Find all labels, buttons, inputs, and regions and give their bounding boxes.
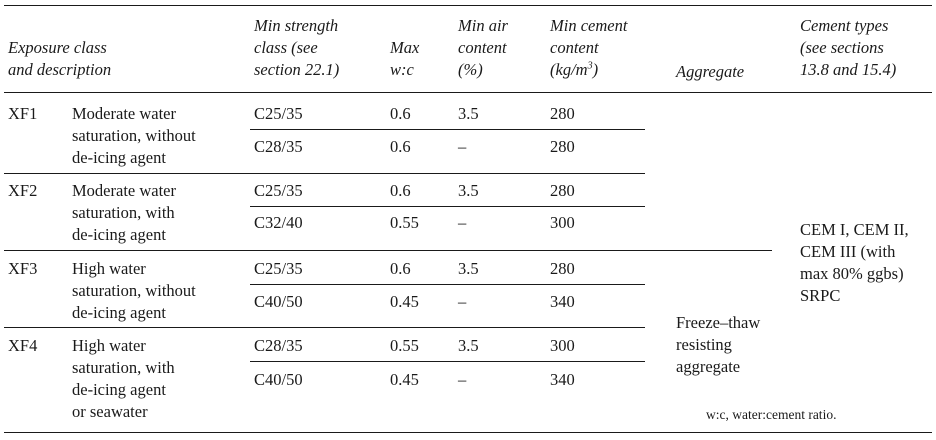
header-rule — [4, 92, 932, 93]
group-rule — [4, 250, 772, 251]
header-air-2: content — [458, 38, 507, 57]
class-desc-xf1-3: de-icing agent — [72, 148, 166, 167]
header-cement-1: Min cement — [550, 16, 628, 35]
group-rule — [4, 173, 645, 174]
class-desc-xf4-4: or seawater — [72, 402, 148, 421]
group-rule — [4, 327, 645, 328]
header-strength-1: Min strength — [254, 16, 339, 35]
aggregate-value-2: resisting — [676, 335, 732, 354]
class-desc-xf2-2: saturation, with — [72, 203, 175, 222]
class-desc-xf2-3: de-icing agent — [72, 225, 166, 244]
wc-cell: 0.6 — [390, 104, 411, 123]
strength-cell: C25/35 — [254, 104, 303, 123]
header-cement-2: content — [550, 38, 599, 57]
class-code-xf1: XF1 — [8, 104, 38, 123]
strength-cell: C25/35 — [254, 259, 303, 278]
cement-cell: 340 — [550, 370, 575, 389]
strength-cell: C32/40 — [254, 213, 303, 232]
cement-types-value-2: CEM III (with — [800, 242, 896, 261]
class-desc-xf3-2: saturation, without — [72, 281, 196, 300]
class-desc-xf2-1: Moderate water — [72, 181, 176, 200]
cement-cell: 340 — [550, 292, 575, 311]
footnote: w:c, water:cement ratio. — [706, 407, 837, 422]
subrow-rule — [250, 284, 645, 285]
air-cell: – — [458, 137, 467, 156]
cement-types-value-4: SRPC — [800, 286, 841, 305]
class-desc-xf4-3: de-icing agent — [72, 380, 166, 399]
class-code-xf3: XF3 — [8, 259, 38, 278]
class-code-xf4: XF4 — [8, 336, 38, 355]
header-exposure-2: and description — [8, 60, 112, 79]
cement-types-value-3: max 80% ggbs) — [800, 264, 904, 283]
class-desc-xf4-2: saturation, with — [72, 358, 175, 377]
class-desc-xf4-1: High water — [72, 336, 146, 355]
class-code-xf2: XF2 — [8, 181, 38, 200]
cement-cell: 280 — [550, 259, 575, 278]
aggregate-value-1: Freeze–thaw — [676, 313, 761, 332]
air-cell: 3.5 — [458, 104, 479, 123]
cement-cell: 300 — [550, 336, 575, 355]
wc-cell: 0.6 — [390, 259, 411, 278]
aggregate-value-3: aggregate — [676, 357, 741, 376]
cement-cell: 280 — [550, 104, 575, 123]
cement-types-value-1: CEM I, CEM II, — [800, 220, 909, 239]
header-types-2: (see sections — [800, 38, 884, 57]
class-desc-xf1-2: saturation, without — [72, 126, 196, 145]
cement-cell: 300 — [550, 213, 575, 232]
header-air-3: (%) — [458, 60, 483, 79]
wc-cell: 0.6 — [390, 181, 411, 200]
subrow-rule — [250, 129, 645, 130]
header-strength-3: section 22.1) — [254, 60, 340, 79]
subrow-rule — [250, 361, 645, 362]
header-wc-2: w:c — [390, 60, 414, 79]
strength-cell: C40/50 — [254, 292, 303, 311]
header-exposure-1: Exposure class — [8, 38, 107, 57]
header-types-1: Cement types — [800, 16, 889, 35]
bottom-rule — [4, 432, 932, 433]
class-desc-xf3-1: High water — [72, 259, 146, 278]
cement-cell: 280 — [550, 181, 575, 200]
strength-cell: C28/35 — [254, 336, 303, 355]
header-wc-1: Max — [390, 38, 420, 57]
wc-cell: 0.55 — [390, 213, 419, 232]
class-desc-xf1-1: Moderate water — [72, 104, 176, 123]
header-cement-3: (kg/m3) — [550, 60, 599, 79]
cement-cell: 280 — [550, 137, 575, 156]
air-cell: – — [458, 292, 467, 311]
air-cell: – — [458, 370, 467, 389]
air-cell: 3.5 — [458, 259, 479, 278]
subrow-rule — [250, 206, 645, 207]
class-desc-xf3-3: de-icing agent — [72, 303, 166, 322]
wc-cell: 0.45 — [390, 292, 419, 311]
air-cell: 3.5 — [458, 336, 479, 355]
header-types-3: 13.8 and 15.4) — [800, 60, 897, 79]
header-aggregate: Aggregate — [676, 62, 745, 81]
wc-cell: 0.45 — [390, 370, 419, 389]
wc-cell: 0.55 — [390, 336, 419, 355]
wc-cell: 0.6 — [390, 137, 411, 156]
header-strength-2: class (see — [254, 38, 318, 57]
top-rule — [4, 5, 932, 6]
air-cell: – — [458, 213, 467, 232]
air-cell: 3.5 — [458, 181, 479, 200]
strength-cell: C28/35 — [254, 137, 303, 156]
strength-cell: C40/50 — [254, 370, 303, 389]
header-air-1: Min air — [458, 16, 508, 35]
strength-cell: C25/35 — [254, 181, 303, 200]
